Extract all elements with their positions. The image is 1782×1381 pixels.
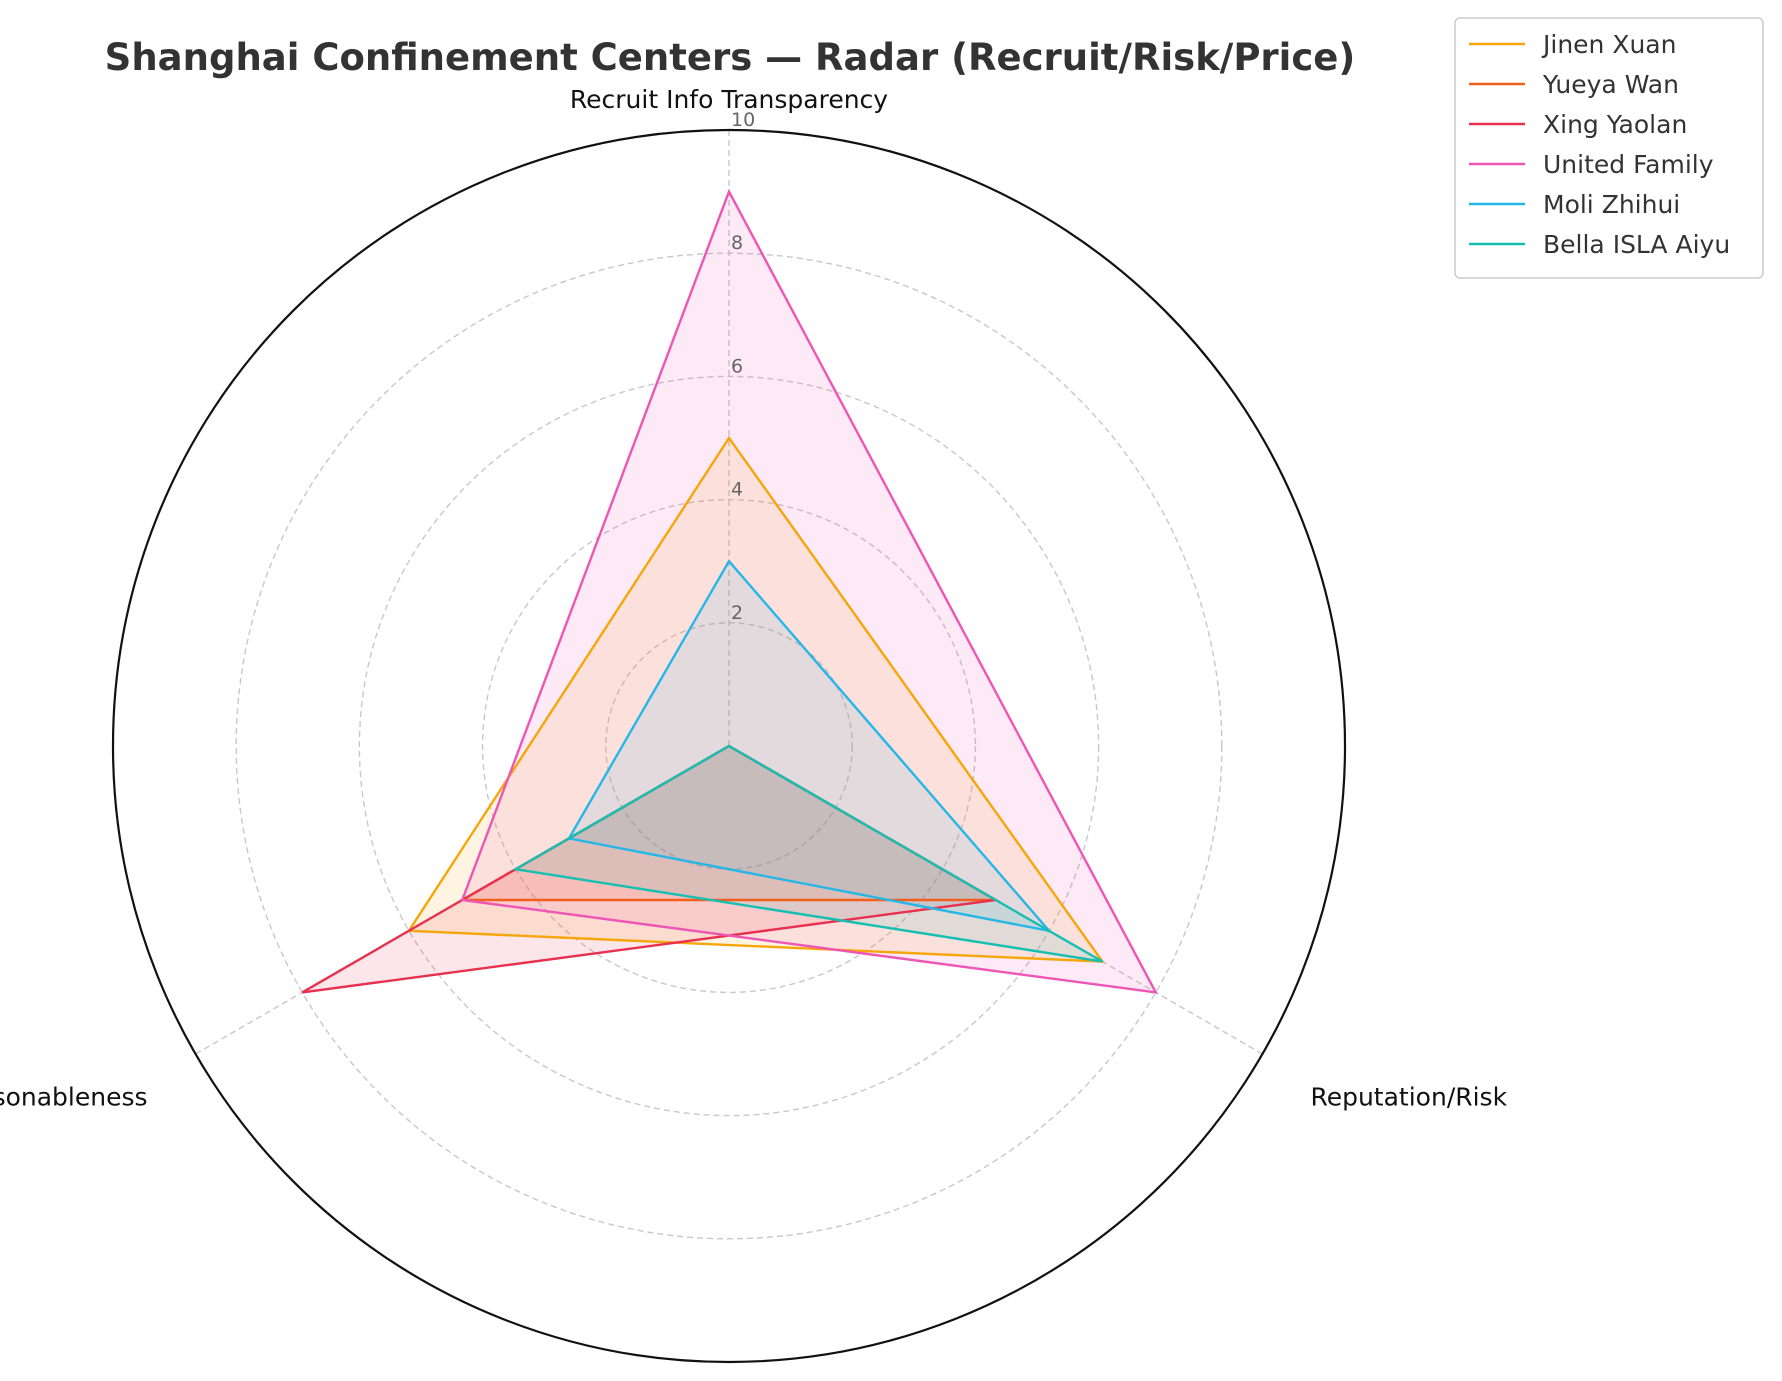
legend-entry: Yueya Wan <box>1542 70 1679 99</box>
radial-ticks: 2 4 6 8 10 <box>731 109 755 624</box>
grid-circle-6 <box>358 375 1100 1117</box>
series-line-moli-zhihui <box>567 559 1053 933</box>
legend-entry: Moli Zhihui <box>1543 190 1680 219</box>
chart-title: Shanghai Confinement Centers — Radar (Re… <box>105 36 1356 79</box>
legend-entry: Bella ISLA Aiyu <box>1543 230 1730 259</box>
legend-box <box>1454 17 1764 279</box>
tick-label-8: 8 <box>731 232 743 254</box>
series-fill-yueya-wan <box>462 746 996 900</box>
outer-frame-circle <box>111 128 1347 1364</box>
axis-label-2: Price Reasonableness <box>0 1083 148 1112</box>
tick-label-2: 2 <box>731 602 743 624</box>
grid-circle-4 <box>481 498 977 994</box>
tick-label-10: 10 <box>731 109 755 131</box>
series-fill-xing-yaolan <box>302 746 996 993</box>
tick-label-6: 6 <box>731 355 743 377</box>
legend-entry: Jinen Xuan <box>1541 30 1676 59</box>
series-fill-moli-zhihui <box>568 561 1050 931</box>
legend: Jinen Xuan Yueya Wan Xing Yaolan United Fam… <box>1454 17 1764 279</box>
series-fills <box>302 191 1156 993</box>
series-lines <box>301 188 1158 994</box>
series-fill-bella-isla-aiyu <box>515 746 1103 962</box>
series-line-united-family <box>460 188 1158 994</box>
axis-label-0: Recruit Info Transparency <box>570 85 888 114</box>
legend-entry: Xing Yaolan <box>1543 110 1687 139</box>
series-line-bella-isla-aiyu <box>512 744 1104 963</box>
axis-labels: Recruit Info Transparency Reputation/Risk… <box>0 85 1508 1112</box>
legend-entry: United Family <box>1543 150 1714 179</box>
axis-label-1: Reputation/Risk <box>1310 1083 1507 1112</box>
tick-label-4: 4 <box>731 479 743 501</box>
series-line-jinen-xuan <box>406 435 1105 963</box>
